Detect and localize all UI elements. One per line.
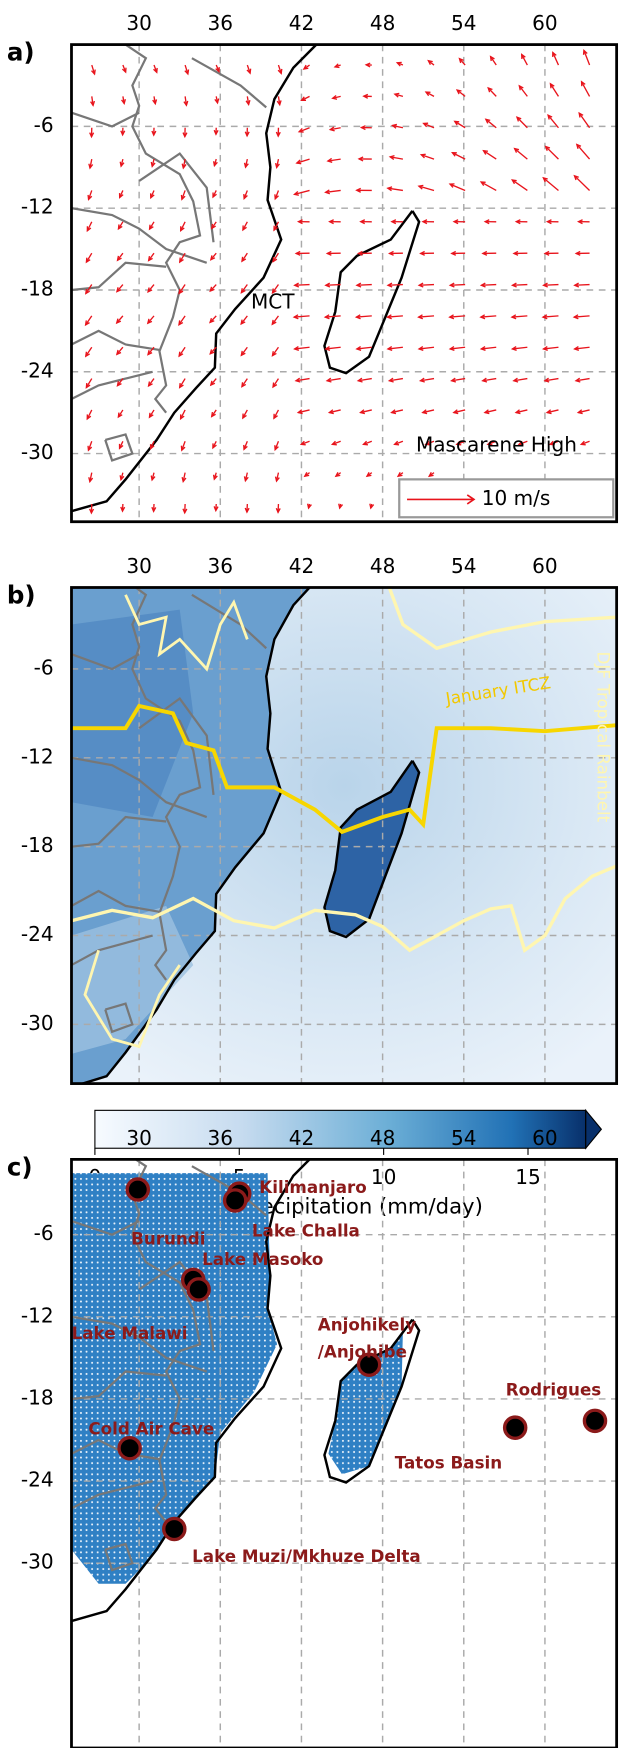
y-tick-label: -18	[21, 833, 54, 857]
y-tick-label: -18	[21, 276, 54, 300]
x-tick-label: 54	[451, 1126, 477, 1150]
panel-label: b)	[7, 580, 36, 609]
x-tick-label: 36	[208, 11, 234, 35]
site-marker	[188, 1279, 209, 1300]
coastline	[44, 45, 316, 515]
wind-arrow	[512, 180, 527, 190]
x-tick-label: 30	[126, 1126, 152, 1150]
x-tick-label: 36	[208, 554, 234, 578]
site-marker	[119, 1438, 140, 1459]
wind-arrow	[579, 113, 589, 128]
y-tick-label: -30	[21, 1550, 54, 1574]
wind-arrow	[481, 182, 496, 190]
country-border	[192, 58, 266, 107]
x-tick-label: 42	[289, 554, 315, 578]
x-tick-label: 48	[370, 11, 396, 35]
country-border	[71, 331, 159, 350]
country-border	[71, 113, 139, 127]
y-tick-label: -24	[21, 358, 54, 382]
x-tick-label: 48	[370, 554, 396, 578]
site-label: Lake Muzi/Mkhuze Delta	[192, 1545, 421, 1565]
country-border	[71, 263, 166, 290]
panel-label: c)	[7, 1152, 33, 1181]
wind-arrow	[574, 176, 589, 191]
country-border	[105, 434, 132, 460]
x-tick-label: 54	[451, 554, 477, 578]
annotation: MCT	[251, 290, 295, 314]
site-marker	[164, 1518, 185, 1539]
wind-arrow	[582, 82, 590, 97]
colorbar-extend	[586, 1110, 602, 1148]
panel-label: a)	[7, 38, 35, 67]
map-panel	[44, 580, 616, 1091]
y-tick-label: -6	[34, 1221, 54, 1245]
y-tick-label: -24	[21, 922, 54, 946]
x-tick-label: 54	[451, 11, 477, 35]
site-marker	[225, 1190, 246, 1211]
site-label: Kilimanjaro	[259, 1177, 367, 1197]
wind-arrow	[546, 147, 559, 160]
site-marker	[127, 1179, 148, 1200]
x-tick-label: 36	[208, 1126, 234, 1150]
wind-arrow	[484, 151, 497, 159]
figure: 30 36 42 48 54 60 -6 -12 -18 -24 -30 MCT Mascarene H…	[0, 0, 619, 1748]
wind-arrow	[577, 144, 590, 159]
colorbar-tick-label: 10	[371, 1165, 397, 1189]
y-tick-label: -6	[34, 113, 54, 137]
y-tick-label: -6	[34, 655, 54, 679]
y-tick-label: -12	[21, 744, 54, 768]
colorbar	[95, 1110, 586, 1148]
coastline	[324, 211, 419, 373]
x-tick-label: 60	[532, 554, 558, 578]
x-tick-label: 48	[370, 1126, 396, 1150]
site-label: Burundi	[131, 1228, 205, 1248]
site-label: Rodrigues	[506, 1379, 602, 1399]
x-tick-label: 60	[532, 1126, 558, 1150]
site-label: Tatos Basin	[395, 1452, 502, 1472]
x-tick-label: 60	[532, 11, 558, 35]
site-marker	[584, 1410, 605, 1431]
y-tick-label: -30	[21, 1011, 54, 1035]
x-tick-label: 42	[289, 11, 315, 35]
site-marker	[505, 1417, 526, 1438]
y-tick-label: -30	[21, 440, 54, 464]
annotation: DJF Tropical Rainbelt	[594, 652, 614, 823]
wind-arrow	[515, 149, 528, 159]
y-tick-label: -18	[21, 1385, 54, 1409]
x-tick-label: 30	[126, 11, 152, 35]
site-label: Lake Masoko	[202, 1248, 323, 1268]
country-border	[71, 372, 152, 399]
page: {"panels": [ {"label": "a)", "xlim": [25…	[0, 0, 619, 1748]
y-tick-label: -24	[21, 1468, 54, 1492]
y-tick-label: -12	[21, 195, 54, 219]
site-label: Cold Air Cave	[88, 1418, 214, 1438]
site-label: Lake Challa	[252, 1220, 360, 1240]
x-tick-label: 30	[126, 554, 152, 578]
site-label: Lake Malawi	[72, 1323, 188, 1343]
colorbar-tick-label: 15	[515, 1165, 541, 1189]
legend-label: 10 m/s	[482, 486, 551, 510]
annotation: Mascarene High	[416, 432, 577, 456]
y-tick-label: -12	[21, 1303, 54, 1327]
x-tick-label: 42	[289, 1126, 315, 1150]
